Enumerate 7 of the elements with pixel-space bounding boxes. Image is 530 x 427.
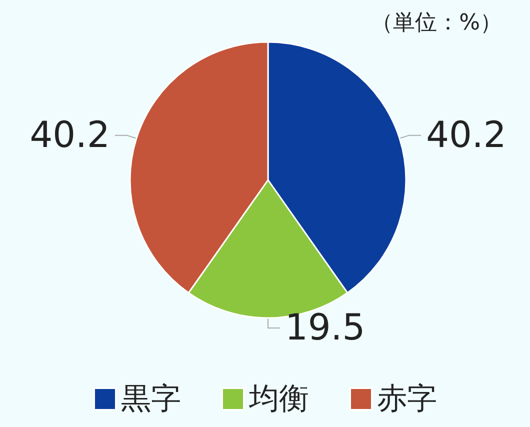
text: （単位：%） bbox=[371, 10, 502, 36]
data-label: 19.5 bbox=[285, 308, 366, 348]
legend-label: 黒字 bbox=[121, 382, 181, 416]
legend-label: 赤字 bbox=[377, 382, 437, 416]
data-label: 40.2 bbox=[426, 114, 506, 156]
legend-label: 均衡 bbox=[248, 382, 309, 416]
data-label: 40.2 bbox=[30, 114, 110, 156]
